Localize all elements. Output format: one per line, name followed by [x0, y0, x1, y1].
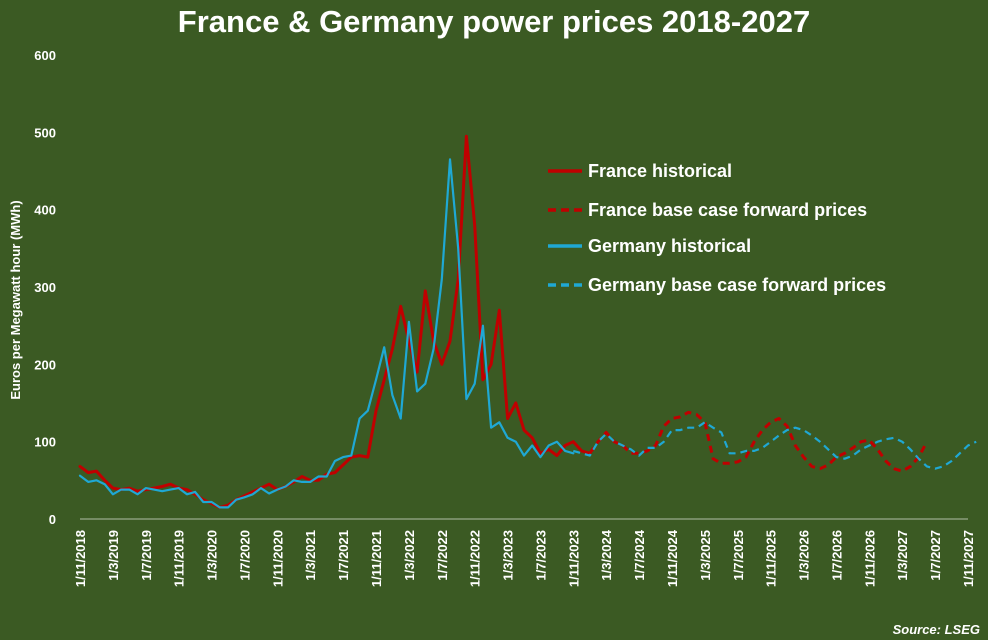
- series-line-germany-base-case-forward-prices: [572, 421, 977, 470]
- x-tick-label: 1/11/2027: [961, 530, 976, 587]
- x-tick-label: 1/7/2019: [139, 530, 154, 581]
- x-tick-label: 1/11/2025: [764, 530, 779, 587]
- chart-title: France & Germany power prices 2018-2027: [178, 4, 810, 39]
- x-tick-label: 1/11/2026: [862, 530, 877, 587]
- x-tick-label: 1/7/2026: [829, 530, 844, 581]
- x-tick-label: 1/11/2021: [369, 530, 384, 587]
- source-note: Source: LSEG: [893, 622, 980, 637]
- x-tick-label: 1/11/2024: [665, 529, 680, 587]
- legend-label: France base case forward prices: [588, 200, 867, 220]
- x-tick-label: 1/3/2027: [895, 530, 910, 581]
- x-tick-label: 1/7/2020: [237, 530, 252, 581]
- y-tick-label: 0: [49, 512, 56, 527]
- x-tick-label: 1/7/2023: [533, 530, 548, 581]
- x-tick-label: 1/3/2020: [205, 530, 220, 581]
- series-line-france-historical: [78, 134, 592, 509]
- series-line-france-base-case-forward-prices: [588, 410, 929, 473]
- series-line-germany-historical: [78, 158, 575, 509]
- x-tick-label: 1/3/2024: [599, 529, 614, 580]
- legend-label: France historical: [588, 161, 732, 181]
- legend: France historical France base case forwar…: [548, 161, 886, 295]
- y-tick-label: 600: [34, 48, 56, 63]
- y-tick-label: 200: [34, 357, 56, 372]
- x-tick-label: 1/11/2022: [468, 530, 483, 587]
- x-tick-label: 1/11/2023: [566, 530, 581, 587]
- y-axis-ticks: 0 100 200 300 400 500 600: [34, 48, 56, 527]
- x-tick-label: 1/3/2022: [402, 530, 417, 581]
- x-tick-label: 1/7/2024: [632, 529, 647, 580]
- legend-label: Germany base case forward prices: [588, 275, 886, 295]
- legend-label: Germany historical: [588, 236, 751, 256]
- y-tick-label: 500: [34, 125, 56, 140]
- y-axis-label: Euros per Megawatt hour (MWh): [8, 200, 23, 399]
- y-tick-label: 400: [34, 203, 56, 218]
- x-tick-label: 1/3/2023: [501, 530, 516, 581]
- y-tick-label: 300: [34, 280, 56, 295]
- x-axis-ticks: 1/11/2018 1/3/2019 1/7/2019 1/11/2019 1/3/20…: [73, 529, 976, 587]
- x-tick-label: 1/7/2021: [336, 530, 351, 581]
- y-tick-label: 100: [34, 435, 56, 450]
- x-tick-label: 1/7/2025: [731, 530, 746, 581]
- series-lines: [78, 134, 977, 509]
- x-tick-label: 1/3/2021: [303, 530, 318, 581]
- x-tick-label: 1/11/2019: [172, 530, 187, 587]
- x-tick-label: 1/3/2026: [797, 530, 812, 581]
- x-tick-label: 1/3/2019: [106, 530, 121, 581]
- x-tick-label: 1/11/2020: [270, 530, 285, 587]
- x-tick-label: 1/7/2022: [435, 530, 450, 581]
- x-tick-label: 1/11/2018: [73, 530, 88, 587]
- x-tick-label: 1/3/2025: [698, 530, 713, 581]
- x-tick-label: 1/7/2027: [928, 530, 943, 581]
